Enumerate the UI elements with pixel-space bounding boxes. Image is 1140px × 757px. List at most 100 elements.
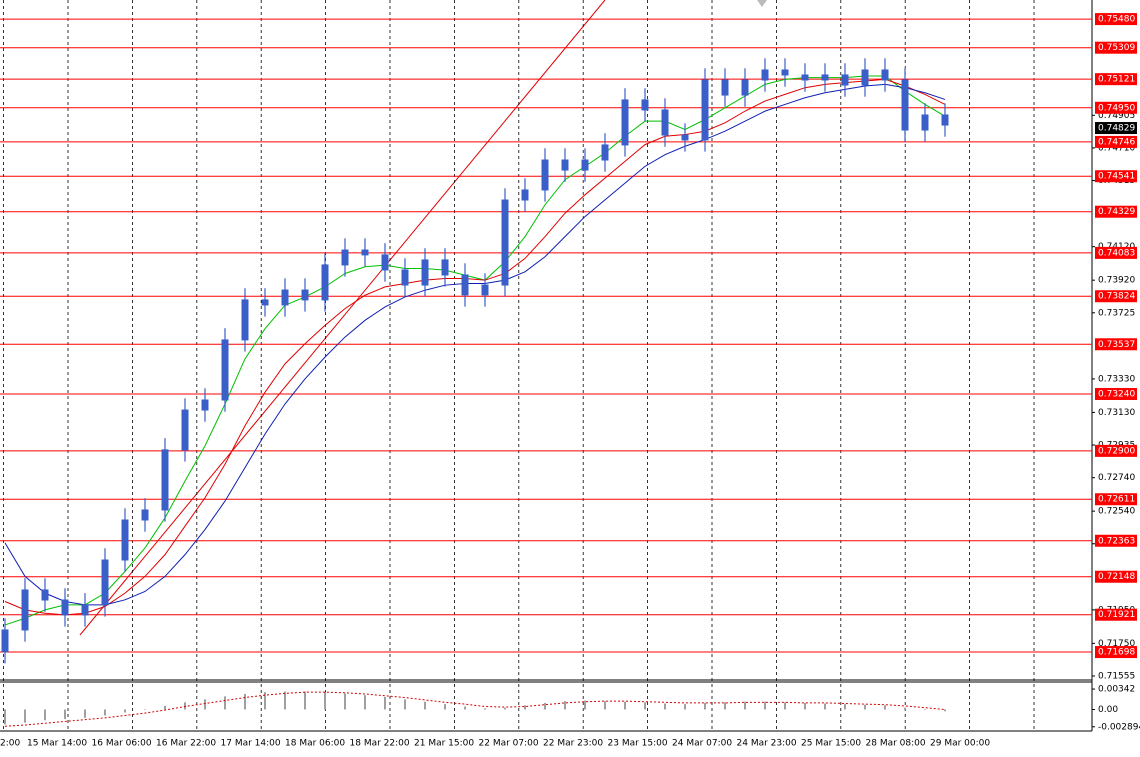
level-label: 0.75480 [1098, 15, 1135, 25]
candle-body [21, 589, 29, 631]
histogram-bar [684, 704, 686, 710]
candle-body [841, 74, 849, 86]
histogram-bar [144, 709, 146, 710]
candle-body [681, 134, 689, 141]
candle-body [141, 509, 149, 521]
x-tick-label: 18 Mar 22:00 [350, 739, 410, 749]
level-label: 0.71921 [1098, 610, 1135, 620]
level-tag [1095, 534, 1137, 547]
level-tag [1095, 246, 1137, 259]
indicator-tick-label: -0.002894 [1098, 722, 1140, 732]
level-tag [1095, 101, 1137, 114]
histogram-bar [824, 703, 826, 710]
candle-body [581, 159, 589, 171]
candle-body [381, 254, 389, 271]
level-label: 0.71698 [1098, 648, 1135, 658]
histogram-bar [24, 709, 26, 723]
histogram-bar [904, 707, 906, 710]
y-tick-label: 0.71555 [1098, 671, 1135, 681]
y-tick-label: 0.71750 [1098, 639, 1135, 649]
candle-body [241, 299, 249, 341]
level-tag [1095, 444, 1137, 457]
level-tag [1095, 170, 1137, 183]
histogram-bar [664, 703, 666, 710]
y-tick-label: 0.73130 [1098, 408, 1135, 418]
level-label: 0.74083 [1098, 248, 1135, 258]
histogram-bar [644, 702, 646, 710]
histogram-bar [124, 709, 126, 713]
x-tick-label: 16 Mar 22:00 [156, 739, 216, 749]
histogram-bar [624, 701, 626, 710]
x-tick-label: 28 Mar 08:00 [866, 739, 926, 749]
candle-body [61, 599, 69, 616]
candle-body [521, 189, 529, 201]
moving-average [4, 83, 946, 606]
level-tag [1095, 570, 1137, 583]
candle-body [941, 114, 949, 126]
candle-body [821, 74, 829, 81]
candle-body [561, 159, 569, 171]
indicator-tick-label: 0.00 [1098, 705, 1118, 715]
x-tick-label: 2:00 [0, 739, 20, 749]
histogram-bar [404, 699, 406, 710]
x-tick-label: 16 Mar 06:00 [92, 739, 152, 749]
x-tick-label: 22 Mar 07:00 [479, 739, 539, 749]
moving-average [4, 78, 946, 616]
level-tag [1095, 13, 1137, 26]
level-label: 0.75121 [1098, 75, 1135, 85]
y-tick-label: 0.72540 [1098, 507, 1135, 517]
histogram-bar [444, 704, 446, 710]
candle-body [301, 289, 309, 301]
histogram-bar [104, 709, 106, 716]
level-tag [1095, 205, 1137, 218]
candle-body [601, 144, 609, 161]
candle-body [441, 259, 449, 276]
candle-body [1, 629, 9, 653]
histogram-bar [724, 702, 726, 710]
candle-body [161, 449, 169, 511]
histogram-bar [284, 691, 286, 710]
level-label: 0.73537 [1098, 340, 1135, 350]
level-tag [1095, 387, 1137, 400]
level-tag [1095, 646, 1137, 659]
candle-body [421, 259, 429, 286]
candle-body [901, 79, 909, 131]
level-tag [1095, 135, 1137, 148]
level-label: 0.74746 [1098, 137, 1135, 147]
x-tick-label: 24 Mar 23:00 [737, 739, 797, 749]
y-tick-label: 0.74905 [1098, 111, 1135, 121]
candle-body [761, 69, 769, 81]
candle-body [661, 109, 669, 136]
level-tag [1095, 338, 1137, 351]
indicator-tick-label: 0.00342 [1098, 685, 1135, 695]
histogram-bar [804, 702, 806, 710]
y-tick-label: 0.72740 [1098, 473, 1135, 483]
candle-body [781, 69, 789, 76]
x-tick-label: 29 Mar 00:00 [930, 739, 990, 749]
histogram-bar [4, 709, 6, 725]
x-tick-label: 21 Mar 15:00 [414, 739, 474, 749]
x-tick-label: 23 Mar 15:00 [608, 739, 668, 749]
histogram-bar [524, 705, 526, 710]
candle-body [181, 409, 189, 451]
candle-body [41, 589, 49, 601]
histogram-bar [424, 701, 426, 710]
level-label: 0.72900 [1098, 446, 1135, 456]
histogram-bar [364, 695, 366, 710]
candle-body [641, 99, 649, 111]
y-tick-label: 0.73725 [1098, 308, 1135, 318]
price-tag-label: 0.74829 [1098, 124, 1135, 134]
level-tag [1095, 73, 1137, 86]
histogram-bar [844, 704, 846, 710]
candle-body [801, 74, 809, 81]
level-label: 0.72611 [1098, 495, 1135, 505]
histogram-bar [744, 701, 746, 710]
candle-body [341, 249, 349, 266]
candle-body [921, 114, 929, 131]
candle-body [281, 289, 289, 306]
histogram-bar [564, 701, 566, 710]
histogram-bar [544, 702, 546, 710]
candle-body [541, 159, 549, 191]
x-tick-label: 15 Mar 14:00 [27, 739, 87, 749]
candle-body [861, 69, 869, 86]
